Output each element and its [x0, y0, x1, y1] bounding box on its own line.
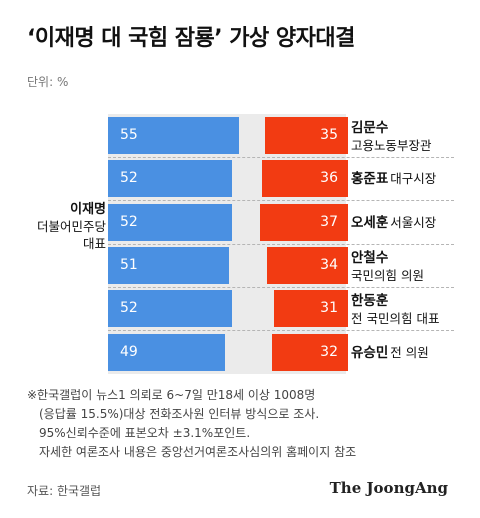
note-line: ※한국갤럽이 뉴스1 의뢰로 6~7일 만18세 이상 1008명	[27, 388, 316, 402]
right-bar: 36	[262, 160, 348, 198]
source-label: 자료: 한국갤럽	[27, 484, 102, 498]
right-bar: 32	[271, 333, 348, 371]
opponent-label: 유승민 전 의원	[351, 344, 475, 362]
opponent-name: 김문수	[351, 120, 389, 136]
left-value-label: 55	[120, 127, 138, 143]
row-divider	[108, 243, 454, 245]
right-value-label: 31	[320, 300, 338, 317]
right-value-label: 36	[320, 170, 338, 187]
right-bar: 35	[264, 117, 348, 154]
opponent-name: 홍준표	[351, 171, 389, 188]
opponent-desc: 전 의원	[390, 344, 429, 360]
opponent-desc: 서울시장	[390, 214, 437, 230]
opponent-label: 홍준표 대구시장	[351, 170, 475, 188]
left-bar: 51	[108, 246, 230, 284]
left-value-label: 52	[120, 300, 138, 317]
right-bar: 34	[267, 246, 348, 284]
right-bar: 37	[259, 203, 348, 241]
left-value-label: 49	[120, 343, 138, 360]
opponent-label: 안철수 국민의힘 의원	[351, 249, 475, 284]
row-divider	[108, 330, 454, 332]
brand-logo: The JoongAng	[329, 479, 448, 497]
note-line: 95%신뢰수준에 표본오차 ±3.1%포인트.	[39, 426, 251, 440]
left-candidate-party: 더불어민주당	[36, 219, 106, 234]
opponent-desc: 대구시장	[390, 171, 437, 187]
left-bar: 55	[108, 117, 239, 154]
opponent-name: 오세훈	[351, 214, 389, 231]
left-candidate-label: 이재명 더불어민주당 대표	[26, 201, 106, 252]
left-bar: 52	[108, 290, 232, 328]
left-candidate-name: 이재명	[70, 202, 106, 217]
opponent-label: 한동훈 전 국민의힘 대표	[351, 292, 475, 327]
opponent-desc: 전 국민의힘 대표	[351, 311, 440, 327]
left-value-label: 52	[120, 170, 138, 187]
opponent-name: 한동훈	[351, 293, 389, 310]
left-bar: 52	[108, 160, 232, 198]
note-line: (응답률 15.5%)대상 전화조사원 인터뷰 방식으로 조사.	[39, 407, 320, 421]
matchup-row: 52 36	[108, 160, 348, 198]
unit-label: 단위: %	[27, 75, 69, 89]
matchup-row: 49 32	[108, 333, 348, 371]
right-value-label: 34	[320, 256, 338, 273]
left-value-label: 51	[120, 256, 138, 273]
row-divider	[108, 157, 454, 158]
right-value-label: 32	[320, 343, 338, 360]
opponent-desc: 고용노동부장관	[351, 138, 432, 153]
row-divider	[108, 286, 454, 288]
left-value-label: 52	[120, 213, 138, 230]
survey-note: ※한국갤럽이 뉴스1 의뢰로 6~7일 만18세 이상 1008명 (응답률 1…	[27, 386, 467, 462]
row-divider	[108, 200, 454, 202]
matchup-row: 52 31	[108, 290, 348, 328]
opponent-label: 오세훈 서울시장	[351, 214, 475, 232]
opponent-name: 안철수	[351, 249, 389, 266]
right-value-label: 37	[320, 213, 338, 230]
matchup-row: 52 37	[108, 203, 348, 241]
matchup-row: 51 34	[108, 246, 348, 284]
right-value-label: 35	[320, 127, 338, 143]
chart-title: ‘이재명 대 국힘 잠룡’ 가상 양자대결	[27, 26, 355, 51]
left-candidate-role: 대표	[82, 236, 106, 251]
opponent-desc: 국민의힘 의원	[351, 267, 424, 283]
right-bar: 31	[274, 290, 348, 328]
left-bar: 49	[108, 333, 225, 371]
matchup-row: 55 35	[108, 117, 348, 154]
note-line: 자세한 여론조사 내용은 중앙선거여론조사심의위 홈페이지 참조	[39, 445, 357, 459]
opponent-name: 유승민	[351, 344, 389, 361]
left-bar: 52	[108, 203, 232, 241]
